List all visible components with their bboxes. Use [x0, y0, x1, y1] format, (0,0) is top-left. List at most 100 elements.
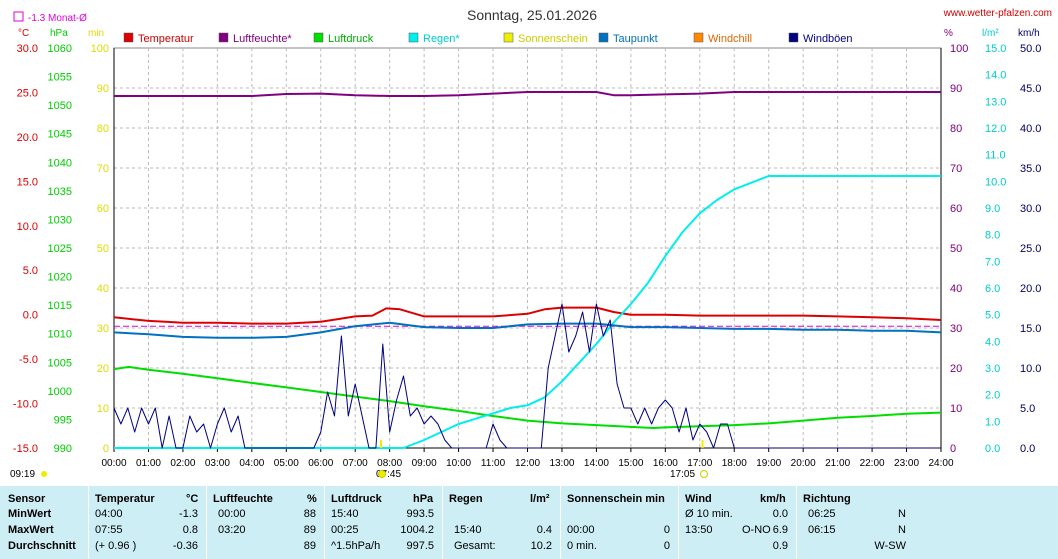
- stats-pres-time-0: 15:40: [331, 508, 359, 520]
- stats-header-wind-unit: km/h: [760, 493, 786, 505]
- stats-rain-time-2: Gesamt:: [454, 540, 496, 552]
- tick-pressure-9: 1015: [48, 300, 72, 312]
- x-tick-label-8: 08:00: [377, 458, 402, 469]
- stats-dir-val-0: N: [898, 508, 906, 520]
- tick-humidity-3: 70: [950, 163, 962, 175]
- tick-temp-8: -10.0: [13, 399, 38, 411]
- stats-temp-val-1: 0.8: [182, 524, 198, 536]
- site-link[interactable]: www.wetter-pfalzen.com: [943, 8, 1052, 19]
- stats-header-temperature: Temperatur: [95, 493, 155, 505]
- tick-wind-7: 15.0: [1020, 323, 1041, 335]
- chart-title: Sonntag, 25.01.2026: [467, 7, 597, 23]
- x-tick-label-19: 19:00: [756, 458, 781, 469]
- stats-label-2: Durchschnitt: [8, 540, 76, 552]
- legend-swatch-1: [218, 32, 229, 43]
- tick-wind-8: 10.0: [1020, 363, 1041, 375]
- stats-header-humidity: Luftfeuchte: [213, 493, 273, 505]
- x-tick-label-4: 04:00: [239, 458, 264, 469]
- x-tick-label-11: 11:00: [481, 458, 506, 469]
- stats-temp-time-0: 04:00: [95, 508, 123, 520]
- stats-hum-val-1: 89: [303, 524, 316, 536]
- tick-pressure-13: 995: [54, 414, 72, 426]
- stats-hum-val-2: 89: [303, 540, 316, 552]
- legend-label-5: Taupunkt: [613, 33, 658, 45]
- month-avg-icon: [13, 11, 24, 22]
- left-axes: 30.0 25.0 20.0 15.0 10.0 5.0 0.0 -5.0 -10.0 -15.0…: [13, 43, 115, 455]
- x-tick-label-17: 17:00: [687, 458, 712, 469]
- series-line-5: [113, 303, 941, 449]
- tick-wind-2: 40.0: [1020, 123, 1041, 135]
- tick-pressure-8: 1020: [48, 272, 72, 284]
- stats-wind-dir-1: O-NO: [742, 524, 771, 536]
- legend-label-1: Luftfeuchte*: [233, 33, 292, 45]
- legend-label-4: Sonnenschein: [518, 33, 588, 45]
- tick-minutes-4: 60: [97, 203, 109, 215]
- tick-humidity-7: 30: [950, 323, 962, 335]
- x-tick-label-16: 16:00: [653, 458, 678, 469]
- stats-pres-val-1: 1004.2: [400, 524, 434, 536]
- legend-swatch-2: [313, 32, 324, 43]
- series-line-1: [114, 91, 941, 97]
- stats-header-humidity-unit: %: [307, 493, 317, 505]
- tick-wind-0: 50.0: [1020, 43, 1041, 55]
- stats-wind-time-0: Ø 10 min.: [685, 508, 733, 520]
- tick-humidity-0: 100: [950, 43, 968, 55]
- stats-sun-val-2: 0: [663, 540, 670, 552]
- legend-swatch-6: [693, 32, 704, 43]
- series-group: [113, 91, 942, 449]
- x-tick-label-24: 24:00: [928, 458, 953, 469]
- stats-table: Sensor Temperatur °C Luftfeuchte % Luftd…: [0, 486, 1058, 559]
- legend-label-3: Regen*: [423, 33, 460, 45]
- tick-minutes-6: 40: [97, 283, 109, 295]
- tick-pressure-1: 1055: [48, 72, 72, 84]
- tick-pressure-2: 1050: [48, 100, 72, 112]
- legend-swatch-7: [788, 32, 799, 43]
- stats-wind-val-2: 0.9: [772, 540, 788, 552]
- tick-rain-10: 5.0: [985, 310, 1000, 322]
- tick-pressure-4: 1040: [48, 157, 72, 169]
- right-axes: 100908070605040302010015.014.013.012.011…: [940, 43, 1041, 455]
- tick-rain-6: 9.0: [985, 203, 1000, 215]
- stats-sun-time-1: 00:00: [567, 524, 595, 536]
- tick-humidity-1: 90: [950, 83, 962, 95]
- tick-humidity-5: 50: [950, 243, 962, 255]
- tick-humidity-10: 0: [950, 443, 956, 455]
- tick-temp-0: 30.0: [17, 43, 38, 55]
- x-tick-label-22: 22:00: [860, 458, 885, 469]
- stats-wind-time-1: 13:50: [685, 524, 713, 536]
- stats-pres-val-0: 993.5: [406, 508, 434, 520]
- tick-rain-13: 2.0: [985, 390, 1000, 402]
- series-line-4: [113, 321, 942, 339]
- stats-dir-val-1: N: [898, 524, 906, 536]
- x-tick-label-9: 09:00: [412, 458, 437, 469]
- stats-dir-val-2: W-SW: [874, 540, 906, 552]
- tick-rain-3: 12.0: [985, 123, 1006, 135]
- axis-unit-minutes: min: [88, 28, 104, 39]
- stats-header-wind: Wind: [685, 493, 712, 505]
- stats-header-rain: Regen: [449, 493, 483, 505]
- tick-pressure-12: 1000: [48, 386, 72, 398]
- x-tick-label-20: 20:00: [791, 458, 816, 469]
- tick-minutes-10: 0: [103, 443, 109, 455]
- stats-temp-time-2: (+ 0.96 ): [95, 540, 137, 552]
- tick-temp-1: 25.0: [17, 87, 38, 99]
- series-line-3: [114, 175, 941, 449]
- legend-label-6: Windchill: [708, 33, 752, 45]
- stats-header-rain-unit: l/m²: [530, 493, 550, 505]
- stats-pres-time-1: 00:25: [331, 524, 359, 536]
- stats-header-sensor: Sensor: [8, 493, 46, 505]
- weather-chart: Sonntag, 25.01.2026 www.wetter-pfalzen.c…: [10, 7, 1052, 480]
- x-axis: 00:00 01:00 02:00 03:00 04:00 05:00 06:00 07:00…: [101, 448, 954, 469]
- tick-rain-8: 7.0: [985, 256, 1000, 268]
- legend-swatch-4: [503, 32, 514, 43]
- stats-label-1: MaxWert: [8, 524, 54, 536]
- tick-wind-1: 45.0: [1020, 83, 1041, 95]
- x-tick-label-0: 00:00: [101, 458, 126, 469]
- stats-sun-val-1: 0: [663, 524, 670, 536]
- x-tick-label-2: 02:00: [170, 458, 195, 469]
- x-tick-label-1: 01:00: [136, 458, 161, 469]
- x-tick-label-23: 23:00: [894, 458, 919, 469]
- tick-minutes-1: 90: [97, 83, 109, 95]
- tick-minutes-7: 30: [97, 323, 109, 335]
- tick-temp-3: 15.0: [17, 176, 38, 188]
